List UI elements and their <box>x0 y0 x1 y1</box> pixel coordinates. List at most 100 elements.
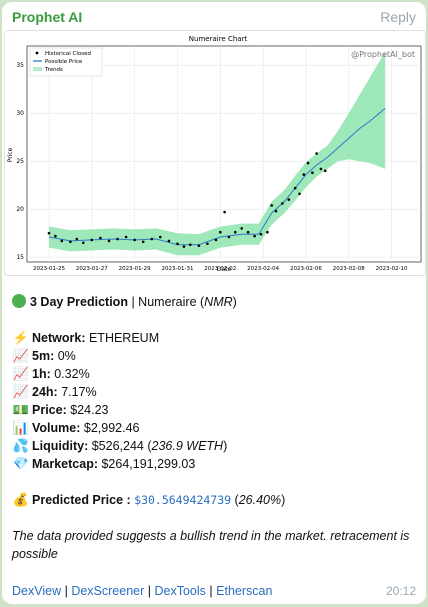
h1-line: 📈 1h: 0.32% <box>12 365 90 383</box>
h24-value: 7.17% <box>61 385 97 399</box>
historical-point <box>189 243 192 246</box>
historical-point <box>246 230 250 234</box>
numeraire-chart: Numeraire Chart 15 20 25 30 35 2023-01-25 202… <box>7 35 422 273</box>
x-tick-label: 2023-02-06 <box>290 266 322 272</box>
liquidity-line: 💦 Liquidity: $526,244 (236.9 WETH) <box>12 438 228 453</box>
historical-point <box>240 227 243 230</box>
h1-label: 1h: <box>32 367 51 381</box>
legend-historical-marker <box>35 51 39 55</box>
legend-possible: Possible Price <box>45 59 83 65</box>
chart-image[interactable]: Numeraire Chart 15 20 25 30 35 2023-01-25 202… <box>4 30 426 276</box>
message-time: 20:12 <box>385 584 416 598</box>
historical-point <box>319 167 323 171</box>
trend-band <box>49 51 386 256</box>
historical-point <box>182 245 186 248</box>
y-axis-ticks: 15 20 25 30 35 <box>16 62 24 261</box>
link-separator: | <box>147 584 152 598</box>
prediction-divider: | <box>131 295 135 309</box>
gem-icon: 💎 <box>12 456 30 471</box>
liquidity-weth: 236.9 WETH <box>151 439 224 453</box>
legend-trends-marker <box>33 67 42 71</box>
h1-value: 0.32% <box>54 367 90 381</box>
link-etherscan[interactable]: Etherscan <box>216 584 273 598</box>
y-tick-label: 25 <box>16 158 24 165</box>
historical-point <box>69 240 72 244</box>
prediction-line: 3 Day Prediction | Numeraire (NMR) <box>12 293 237 311</box>
historical-point <box>274 209 278 213</box>
marketcap-line: 💎 Marketcap: $264,191,299.03 <box>12 455 195 473</box>
link-separator: | <box>209 584 213 598</box>
x-tick-label: 2023-01-25 <box>33 266 65 272</box>
money-bag-icon: 💰 <box>12 492 30 507</box>
x-tick-label: 2023-01-27 <box>76 266 108 272</box>
historical-point <box>306 161 310 165</box>
y-tick-label: 35 <box>16 62 24 69</box>
volume-line: 📊 Volume: $2,992.46 <box>12 419 140 437</box>
historical-point <box>281 202 284 205</box>
historical-point <box>270 204 274 207</box>
historical-point <box>54 234 57 238</box>
y-axis-label: Price <box>7 147 14 162</box>
links-line: DexView | DexScreener | DexTools | Ether… <box>12 582 272 600</box>
historical-point <box>234 230 237 234</box>
link-dextools[interactable]: DexTools <box>154 584 206 598</box>
possible-price-line <box>48 108 386 246</box>
analysis-note: The data provided suggests a bullish tre… <box>12 529 410 561</box>
historical-point <box>227 235 231 239</box>
predicted-value: $30.5649424739 <box>134 493 232 507</box>
y-tick-label: 15 <box>16 254 24 261</box>
predicted-label: Predicted Price : <box>32 493 131 507</box>
money-icon: 💵 <box>12 402 30 417</box>
m5-value: 0% <box>57 349 76 363</box>
bar-chart-icon: 📊 <box>12 420 30 435</box>
message-header: Prophet AI Reply <box>12 9 416 27</box>
token-name: Numeraire <box>138 295 197 309</box>
y-tick-label: 30 <box>16 110 24 117</box>
chart-increasing-icon: 📈 <box>12 366 30 381</box>
link-separator: | <box>64 584 68 598</box>
network-line: ⚡ Network: ETHEREUM <box>12 329 159 347</box>
price-line: 💵 Price: $24.23 <box>12 401 109 419</box>
historical-point <box>323 169 327 173</box>
chart-increasing-icon: 📈 <box>12 348 30 363</box>
green-circle-icon <box>12 294 26 308</box>
historical-point <box>60 239 64 243</box>
historical-point <box>266 230 269 234</box>
x-tick-label: 2023-01-31 <box>161 266 193 272</box>
historical-point <box>107 239 111 243</box>
historical-point <box>315 152 318 155</box>
x-tick-label: 2023-02-04 <box>247 266 279 272</box>
link-dexscreener[interactable]: DexScreener <box>71 584 145 598</box>
volume-label: Volume: <box>32 421 81 435</box>
historical-point <box>116 237 119 241</box>
historical-point <box>293 186 297 190</box>
link-dexview[interactable]: DexView <box>12 584 62 598</box>
historical-point <box>133 238 136 242</box>
historical-point <box>176 242 179 246</box>
y-tick-label: 20 <box>16 206 24 213</box>
historical-point <box>311 171 314 174</box>
reply-button[interactable]: Reply <box>380 9 416 25</box>
chart-grid <box>27 46 421 262</box>
historical-point <box>214 238 218 242</box>
x-tick-label: 2023-02-08 <box>333 266 365 272</box>
m5-line: 📈 5m: 0% <box>12 347 76 365</box>
historical-point <box>259 232 263 236</box>
possible-price-path <box>48 108 386 246</box>
legend-historical: Historical Closed <box>45 51 91 57</box>
chart-title: Numeraire Chart <box>189 35 248 43</box>
token-symbol: NMR <box>204 295 233 309</box>
predicted-percent: 26.40% <box>238 493 282 507</box>
liquidity-value: $526,244 <box>91 439 144 453</box>
sender-name[interactable]: Prophet AI <box>12 9 83 25</box>
historical-point <box>167 239 171 243</box>
h24-label: 24h: <box>32 385 58 399</box>
historical-point <box>219 230 222 234</box>
historical-point <box>159 235 162 239</box>
trend-area <box>49 51 386 256</box>
historical-point <box>197 244 201 247</box>
historical-point <box>298 192 301 196</box>
price-label: Price: <box>32 403 67 417</box>
x-axis-label: Date <box>217 266 232 273</box>
